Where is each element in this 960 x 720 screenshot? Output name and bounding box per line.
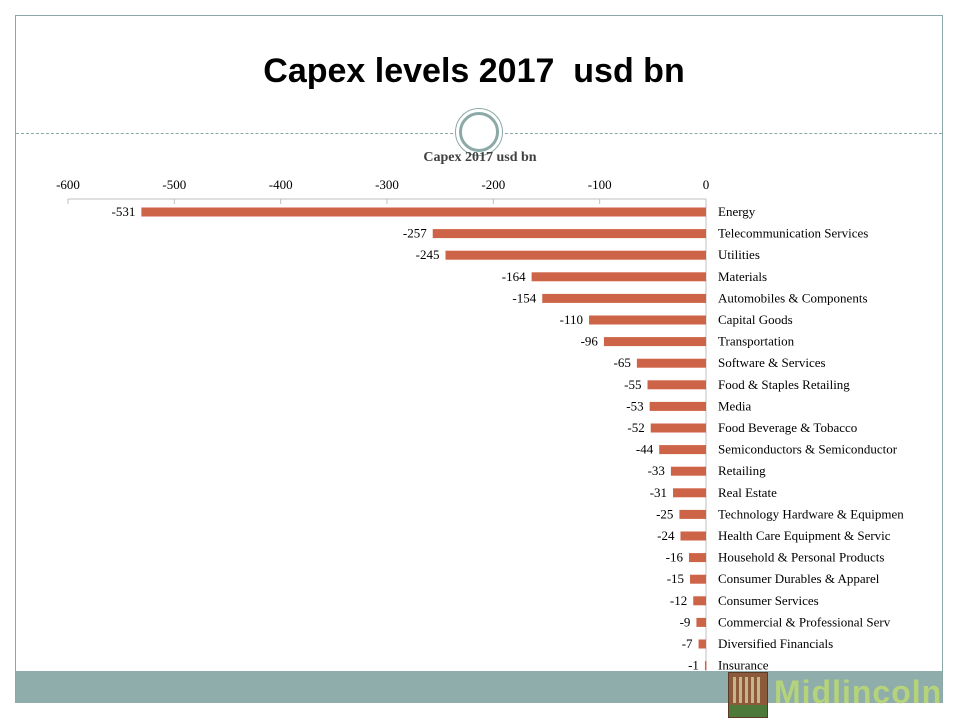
data-label: -110 <box>560 312 583 327</box>
data-label: -9 <box>680 614 691 629</box>
bar <box>603 337 706 347</box>
bar <box>673 488 706 498</box>
x-tick-label: -400 <box>269 177 293 192</box>
category-label: Energy <box>718 204 756 219</box>
category-label: Materials <box>718 269 767 284</box>
bar <box>531 272 706 282</box>
category-label: Telecommunication Services <box>718 226 868 241</box>
bar <box>647 380 706 390</box>
data-label: -25 <box>656 506 673 521</box>
data-label: -33 <box>648 463 665 478</box>
category-label: Household & Personal Products <box>718 550 884 565</box>
x-tick-label: -600 <box>56 177 80 192</box>
category-label: Diversified Financials <box>718 636 833 651</box>
category-label: Health Care Equipment & Servic <box>718 528 891 543</box>
data-label: -531 <box>112 204 136 219</box>
data-label: -65 <box>614 355 631 370</box>
category-label: Transportation <box>718 334 795 349</box>
bar <box>693 596 706 606</box>
category-label: Utilities <box>718 247 760 262</box>
bar <box>542 293 706 303</box>
data-label: -1 <box>688 658 699 673</box>
category-label: Retailing <box>718 463 766 478</box>
x-tick-label: 0 <box>703 177 710 192</box>
category-label: Capital Goods <box>718 312 793 327</box>
bar <box>659 445 706 455</box>
data-label: -53 <box>626 398 643 413</box>
data-label: -24 <box>657 528 675 543</box>
category-label: Commercial & Professional Serv <box>718 614 891 629</box>
midlincoln-logo: Midlincoln <box>726 668 948 720</box>
category-label: Consumer Durables & Apparel <box>718 571 880 586</box>
category-label: Consumer Services <box>718 593 819 608</box>
category-label: Real Estate <box>718 485 777 500</box>
bar <box>690 574 706 584</box>
category-label: Insurance <box>718 658 769 673</box>
category-label: Food Beverage & Tobacco <box>718 420 857 435</box>
footer-band <box>16 671 942 703</box>
bar <box>589 315 706 325</box>
bar <box>650 423 706 433</box>
data-label: -55 <box>624 377 641 392</box>
data-label: -7 <box>682 636 693 651</box>
chart-title: Capex 2017 usd bn <box>423 150 537 165</box>
bar <box>688 553 706 563</box>
x-tick-label: -100 <box>588 177 612 192</box>
category-label: Food & Staples Retailing <box>718 377 850 392</box>
data-label: -154 <box>512 290 536 305</box>
bar <box>649 401 706 411</box>
category-label: Media <box>718 398 751 413</box>
data-label: -31 <box>650 485 667 500</box>
bar <box>696 617 706 627</box>
logo-text: Midlincoln <box>774 674 943 710</box>
data-label: -96 <box>581 334 599 349</box>
x-tick-label: -500 <box>162 177 186 192</box>
divider-ring-inner-icon <box>459 112 499 152</box>
category-label: Software & Services <box>718 355 826 370</box>
bar <box>698 639 706 649</box>
data-label: -15 <box>667 571 684 586</box>
category-label: Automobiles & Components <box>718 290 868 305</box>
bar <box>704 661 707 671</box>
category-label: Semiconductors & Semiconductor <box>718 442 898 457</box>
data-label: -16 <box>666 550 684 565</box>
building-icon <box>728 672 768 718</box>
bar <box>445 250 706 260</box>
bar <box>680 531 706 541</box>
bar <box>679 509 706 519</box>
data-label: -164 <box>502 269 526 284</box>
data-label: -12 <box>670 593 687 608</box>
slide-title: Capex levels 2017 usd bn <box>263 52 685 90</box>
data-label: -245 <box>416 247 440 262</box>
x-tick-label: -200 <box>481 177 505 192</box>
bar <box>432 229 706 239</box>
x-tick-label: -300 <box>375 177 399 192</box>
data-label: -257 <box>403 226 427 241</box>
bar <box>670 466 706 476</box>
data-label: -44 <box>636 442 654 457</box>
data-label: -52 <box>627 420 644 435</box>
bar <box>636 358 706 368</box>
bar <box>141 207 706 217</box>
category-label: Technology Hardware & Equipmen <box>718 506 904 521</box>
